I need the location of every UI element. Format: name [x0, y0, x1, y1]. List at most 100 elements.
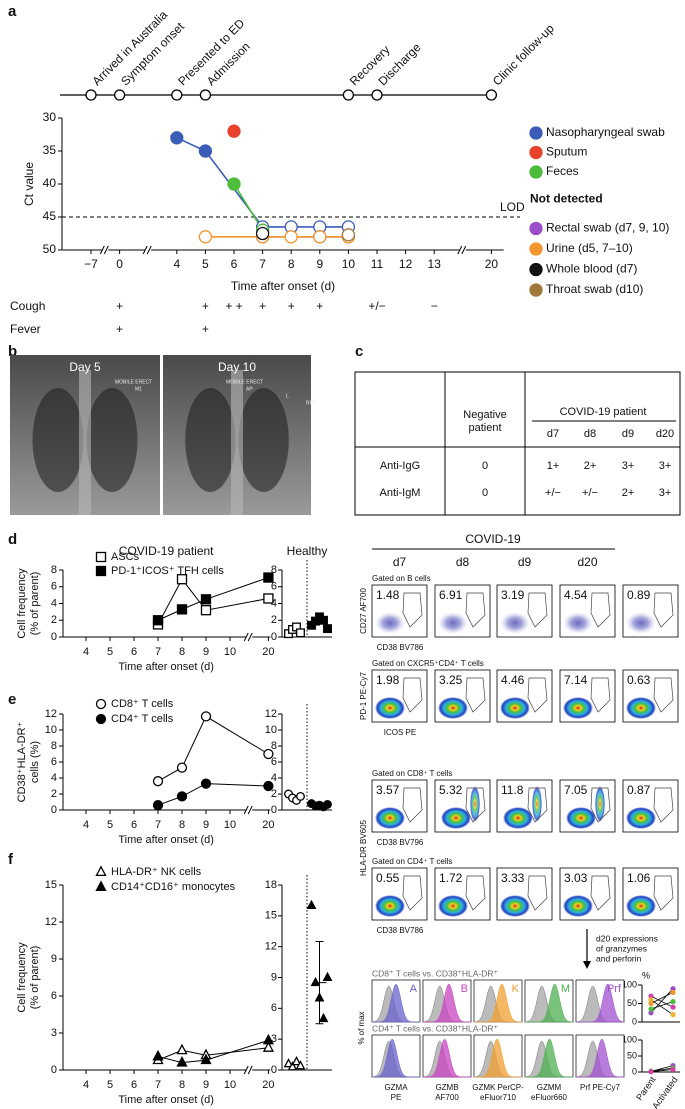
timeline-event	[485, 89, 498, 101]
flow-value: 5.32	[439, 783, 463, 797]
flow-gate-shape	[402, 787, 423, 823]
legend-heading: Not detected	[530, 192, 603, 206]
symptom-label: Fever	[10, 322, 41, 336]
axis-break-gap	[246, 1067, 253, 1073]
flow-density	[470, 786, 480, 822]
spine	[231, 370, 243, 515]
y-axis-label: Ct value	[22, 162, 36, 206]
hist-activated	[371, 1038, 420, 1078]
timeline-event	[171, 89, 183, 101]
y-tick-label: 12	[265, 941, 277, 953]
marker	[310, 976, 321, 987]
marker	[670, 1066, 676, 1073]
y-axis-label: Cell frequency	[16, 568, 28, 639]
lung	[185, 388, 236, 492]
flow-density	[563, 697, 593, 719]
table-cell: +/−	[545, 487, 561, 499]
y-tick-label: 8	[271, 740, 277, 752]
hist-letter: K	[512, 983, 520, 995]
marker	[306, 899, 317, 910]
flow-value: 0.63	[627, 673, 651, 687]
marker	[262, 1041, 274, 1052]
flow-density	[500, 612, 530, 634]
y-tick-label: 40	[43, 176, 57, 190]
marker	[670, 1004, 676, 1010]
y-tick-label: 6	[271, 1002, 277, 1014]
hist-note: of granzymes	[596, 943, 647, 953]
x-tick-label: 4	[83, 646, 89, 658]
axis-break	[247, 632, 253, 642]
y-tick-label: 30	[43, 110, 57, 124]
marker	[200, 778, 212, 789]
y-tick-label: 6	[51, 990, 57, 1002]
y-tick-label: 8	[271, 564, 277, 576]
flow-x-axis: CD38 BV786	[377, 643, 424, 652]
flow-gate: Gated on B cells	[372, 574, 431, 583]
y-tick-label: 50	[627, 998, 637, 1008]
lod-label: LOD	[500, 200, 525, 214]
marker	[176, 604, 188, 615]
x-tick-label: 6	[131, 819, 137, 831]
chart-title: Healthy	[287, 544, 328, 558]
flow-gate: Gated on CD4⁺ T cells	[372, 857, 452, 866]
y-axis-label: cells (%)	[29, 741, 41, 783]
marker	[670, 989, 676, 996]
y-tick-label: 2	[271, 788, 277, 800]
flow-density	[563, 895, 593, 917]
x-tick-label: 7	[155, 819, 161, 831]
hist-x-label: AF700	[435, 1093, 459, 1102]
x-tick-label: 8	[179, 646, 185, 658]
xray-annotation: MOBILE ERECT	[226, 379, 263, 385]
flow-gate-shape	[527, 787, 548, 823]
y-tick-label: 9	[271, 971, 277, 983]
x-tick-label: 20	[262, 1079, 274, 1091]
x-tick-label: 8	[288, 257, 295, 271]
table-header: d8	[584, 428, 596, 440]
x-tick-label: 9	[316, 257, 323, 271]
flow-density	[375, 697, 405, 719]
flow-density	[595, 786, 605, 822]
marker	[529, 262, 543, 277]
marker	[648, 997, 654, 1003]
series-line	[157, 1039, 269, 1064]
marker	[170, 131, 184, 145]
hist-activated	[372, 983, 420, 1023]
flow-gate-shape	[590, 787, 611, 823]
marker	[287, 1061, 298, 1071]
y-tick-label: 6	[271, 756, 277, 768]
x-tick-label: 12	[399, 257, 413, 271]
y-tick-label: 4	[271, 597, 277, 609]
y-tick-label: 15	[45, 879, 57, 891]
x-tick-label: 4	[83, 819, 89, 831]
flow-gate-shape	[590, 592, 611, 628]
symptom-mark: +	[116, 299, 123, 313]
hist-activated	[423, 1038, 471, 1078]
flow-x-axis: ICOS PE	[384, 728, 416, 737]
hist-activated	[423, 983, 471, 1023]
marker	[263, 593, 274, 604]
flow-value: 1.98	[376, 673, 400, 687]
symptom-mark: +	[116, 322, 123, 336]
symptom-mark: +	[259, 299, 266, 313]
marker	[152, 1049, 164, 1061]
timeline-event	[199, 89, 212, 101]
marker	[648, 1069, 654, 1075]
y-tick-label: 0	[632, 1016, 637, 1026]
x-tick-label: 20	[262, 819, 274, 831]
flow-density	[503, 807, 533, 829]
flow-value: 7.14	[564, 673, 588, 687]
table-header: patient	[468, 422, 501, 434]
axis-break	[457, 245, 463, 255]
table-cell: 3+	[659, 487, 672, 499]
marker	[198, 230, 213, 244]
xray-annotation: RFC	[306, 400, 317, 406]
symptom-mark: +	[202, 322, 209, 336]
lung	[32, 388, 84, 492]
y-tick-label: 50	[627, 1050, 637, 1060]
axis-break	[461, 245, 467, 255]
y-tick-label: 0	[51, 804, 57, 816]
flow-gate-shape	[590, 875, 611, 911]
panel-label: f	[8, 851, 14, 868]
flow-gate-shape	[402, 875, 423, 911]
flow-gate: Gated on CD8⁺ T cells	[372, 769, 452, 778]
